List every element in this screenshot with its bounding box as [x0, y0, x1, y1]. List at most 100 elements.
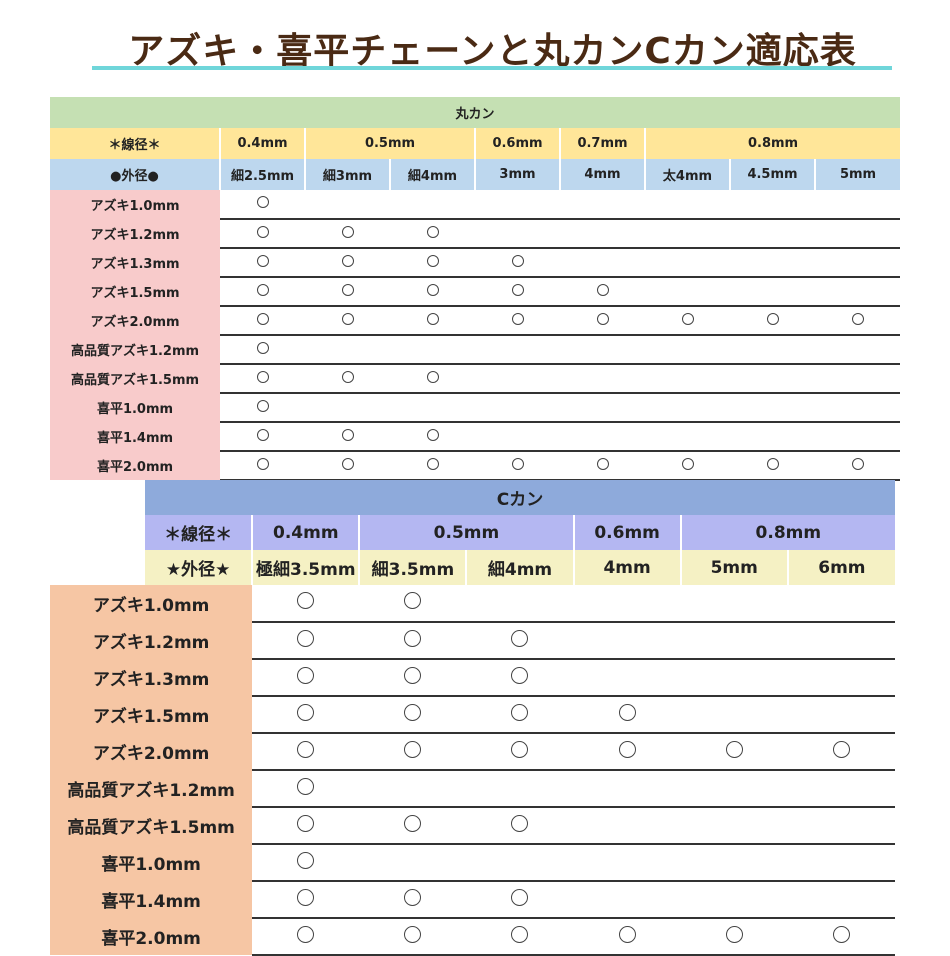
- compat-cell: [680, 807, 788, 845]
- circle-mark-icon: [341, 283, 354, 296]
- circle-mark-icon: [341, 254, 354, 267]
- compat-cell: [252, 844, 360, 882]
- circle-mark-icon: [297, 740, 315, 758]
- circle-mark-icon: [256, 370, 269, 383]
- row-label: アズキ1.5mm: [50, 277, 220, 306]
- row-label: 高品質アズキ1.2mm: [50, 335, 220, 364]
- wire-size: 0.8mm: [643, 128, 901, 159]
- compat-cell: [252, 918, 360, 956]
- circle-mark-icon: [511, 740, 529, 758]
- row-label: アズキ1.3mm: [50, 659, 253, 696]
- table-row: 喜平2.0mm: [50, 451, 901, 481]
- compat-cell: [573, 770, 681, 808]
- compat-cell: [475, 451, 560, 481]
- circle-mark-icon: [766, 457, 779, 470]
- compat-cell: [787, 585, 895, 623]
- compat-cell: [220, 219, 305, 249]
- compat-cell: [815, 248, 901, 278]
- compat-cell: [645, 393, 730, 423]
- outer-size: 極細3.5mm: [251, 550, 360, 585]
- compat-cell: [390, 393, 475, 423]
- compat-cell: [305, 393, 390, 423]
- outer-label: ★外径★: [50, 550, 253, 585]
- compat-cell: [560, 364, 645, 394]
- circle-mark-icon: [725, 925, 743, 943]
- circle-mark-icon: [256, 457, 269, 470]
- compat-cell: [730, 335, 815, 365]
- compat-cell: [573, 881, 681, 919]
- compat-cell: [220, 422, 305, 452]
- compat-cell: [359, 807, 467, 845]
- row-label: 喜平2.0mm: [50, 918, 253, 955]
- marukan-header: 丸カン: [50, 97, 901, 128]
- title-underline: [92, 66, 892, 70]
- row-label: アズキ1.0mm: [50, 190, 220, 219]
- outer-label: ●外径●: [50, 159, 220, 190]
- compat-cell: [730, 277, 815, 307]
- compat-cell: [252, 807, 360, 845]
- compat-cell: [466, 918, 574, 956]
- table-row: アズキ1.3mm: [50, 659, 895, 697]
- compat-cell: [560, 422, 645, 452]
- table-row: アズキ1.5mm: [50, 696, 895, 734]
- circle-mark-icon: [725, 740, 743, 758]
- circle-mark-icon: [404, 703, 422, 721]
- compat-cell: [645, 364, 730, 394]
- circle-mark-icon: [511, 312, 524, 325]
- circle-mark-icon: [341, 457, 354, 470]
- row-label: 喜平1.4mm: [50, 422, 220, 451]
- wire-size: 0.5mm: [358, 515, 574, 550]
- compat-cell: [390, 306, 475, 336]
- wire-size: 0.4mm: [251, 515, 360, 550]
- compat-cell: [645, 219, 730, 249]
- table-row: アズキ2.0mm: [50, 306, 901, 336]
- circle-mark-icon: [511, 925, 529, 943]
- table-row: 喜平1.4mm: [50, 422, 901, 452]
- compat-cell: [466, 733, 574, 771]
- compat-cell: [359, 844, 467, 882]
- ckan-header-row: Cカン: [50, 480, 895, 515]
- compat-cell: [359, 696, 467, 734]
- compat-cell: [220, 306, 305, 336]
- compat-cell: [475, 364, 560, 394]
- table-row: アズキ1.5mm: [50, 277, 901, 307]
- compat-cell: [305, 451, 390, 481]
- compat-cell: [466, 585, 574, 623]
- marukan-wire-row: ＊線径＊ 0.4mm 0.5mm 0.6mm 0.7mm 0.8mm: [50, 128, 901, 159]
- compat-cell: [220, 277, 305, 307]
- row-label: 喜平2.0mm: [50, 451, 220, 480]
- compat-cell: [475, 277, 560, 307]
- circle-mark-icon: [426, 225, 439, 238]
- compat-cell: [730, 219, 815, 249]
- compat-cell: [359, 659, 467, 697]
- circle-mark-icon: [511, 666, 529, 684]
- compat-cell: [573, 733, 681, 771]
- circle-mark-icon: [426, 283, 439, 296]
- circle-mark-icon: [404, 740, 422, 758]
- circle-mark-icon: [851, 457, 864, 470]
- compat-cell: [390, 451, 475, 481]
- compat-cell: [305, 219, 390, 249]
- outer-size: 細4mm: [465, 550, 574, 585]
- row-label: 喜平1.0mm: [50, 393, 220, 422]
- circle-mark-icon: [596, 283, 609, 296]
- circle-mark-icon: [256, 283, 269, 296]
- compat-cell: [466, 770, 574, 808]
- compat-cell: [730, 451, 815, 481]
- marukan-header-row: 丸カン: [50, 97, 901, 128]
- compat-cell: [787, 807, 895, 845]
- wire-size: 0.7mm: [559, 128, 645, 159]
- compat-cell: [787, 881, 895, 919]
- circle-mark-icon: [297, 703, 315, 721]
- circle-mark-icon: [426, 254, 439, 267]
- compat-cell: [359, 733, 467, 771]
- compat-cell: [645, 451, 730, 481]
- outer-size: 4mm: [572, 550, 681, 585]
- row-label: アズキ2.0mm: [50, 733, 253, 770]
- compat-cell: [466, 844, 574, 882]
- compat-cell: [305, 248, 390, 278]
- outer-size: 4.5mm: [729, 159, 815, 190]
- compat-cell: [466, 881, 574, 919]
- compat-cell: [466, 696, 574, 734]
- row-label: 喜平1.4mm: [50, 881, 253, 918]
